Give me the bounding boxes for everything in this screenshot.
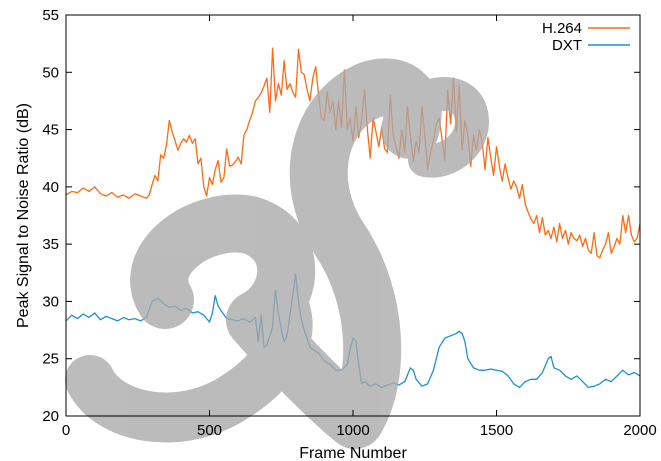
x-tick-label: 1000 bbox=[336, 422, 369, 439]
legend: H.264 DXT bbox=[542, 20, 630, 54]
x-tick-label: 0 bbox=[62, 422, 70, 439]
y-tick-label: 40 bbox=[42, 179, 59, 196]
x-axis-title: Frame Number bbox=[299, 445, 407, 461]
y-tick-label: 50 bbox=[42, 64, 59, 81]
legend-label-h264: H.264 bbox=[542, 20, 582, 37]
y-tick-label: 45 bbox=[42, 122, 59, 139]
y-tick-label: 35 bbox=[42, 236, 59, 253]
y-tick-label: 30 bbox=[42, 293, 59, 310]
watermark-stroke-hook bbox=[65, 275, 313, 443]
x-tick-label: 500 bbox=[197, 422, 222, 439]
y-tick-label: 25 bbox=[42, 351, 59, 368]
watermark-stroke-main bbox=[130, 58, 442, 449]
watermark-brush-stroke bbox=[65, 58, 489, 449]
y-axis-title: Peak Signal to Noise Ratio (dB) bbox=[15, 103, 32, 328]
y-tick-label: 55 bbox=[42, 7, 59, 24]
legend-label-dxt: DXT bbox=[552, 37, 582, 54]
y-tick-label: 20 bbox=[42, 408, 59, 425]
axes-layer: 0 500 1000 1500 2000 20 25 30 35 40 45 50 55 bbox=[42, 7, 656, 439]
watermark-stroke-loop bbox=[383, 77, 489, 178]
x-tick-label: 2000 bbox=[623, 422, 656, 439]
x-tick-label: 1500 bbox=[480, 422, 513, 439]
